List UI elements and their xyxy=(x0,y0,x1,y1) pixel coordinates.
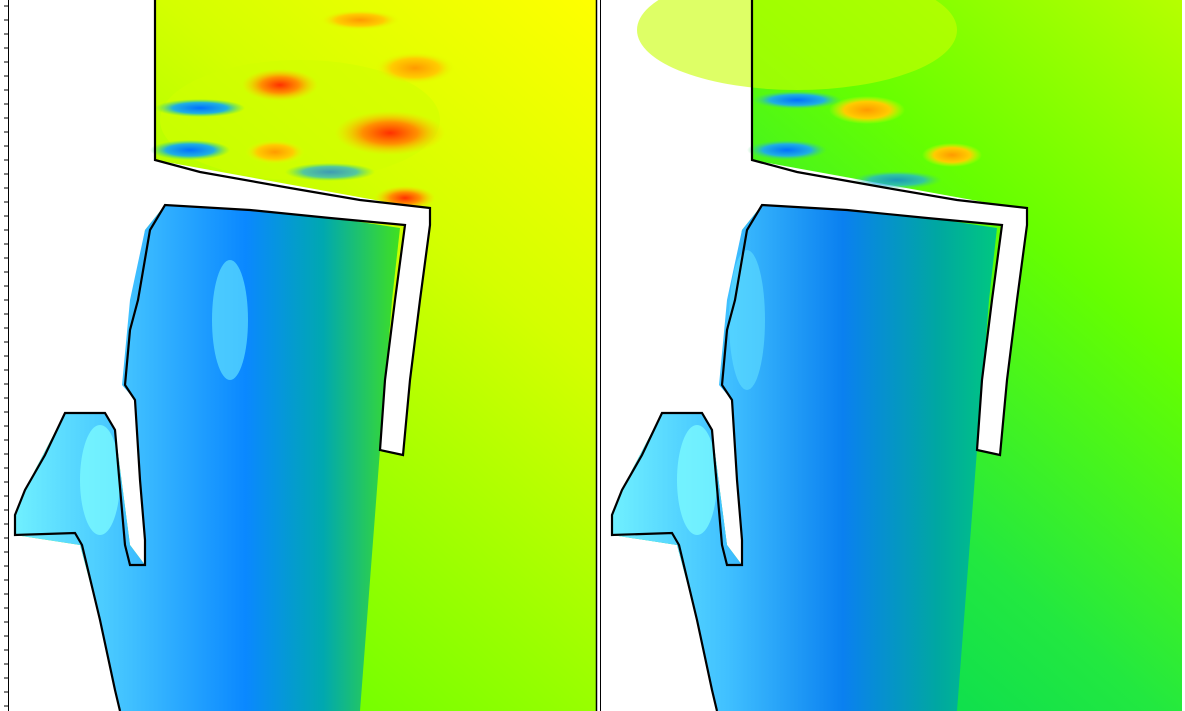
contour-figure xyxy=(0,0,1185,711)
axis-ticks xyxy=(4,6,8,706)
left-panel xyxy=(15,0,596,711)
page xyxy=(0,0,1185,711)
right-panel xyxy=(612,0,1185,711)
